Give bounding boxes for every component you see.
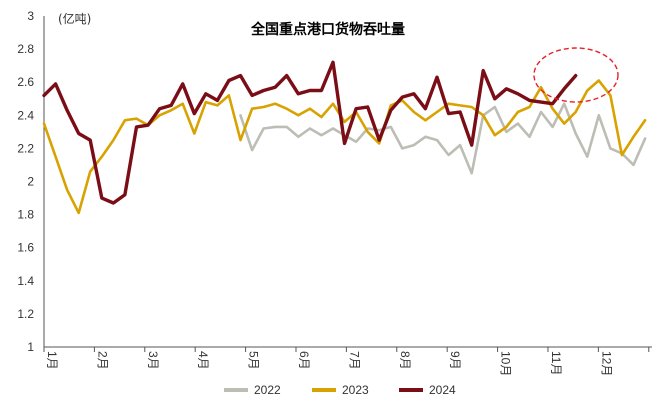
x-tick-label: 2月 bbox=[95, 351, 109, 370]
y-tick-label: 1.2 bbox=[17, 307, 34, 321]
y-tick-label: 1.8 bbox=[17, 208, 34, 222]
x-tick-label: 3月 bbox=[146, 351, 160, 370]
legend-label-2024: 2024 bbox=[429, 383, 456, 397]
series-line-2022 bbox=[239, 102, 647, 175]
y-tick-label: 2.8 bbox=[17, 42, 34, 56]
x-tick-label: 12月 bbox=[599, 351, 613, 376]
legend-label-2023: 2023 bbox=[342, 383, 369, 397]
legend-label-2022: 2022 bbox=[254, 383, 281, 397]
x-tick-label: 8月 bbox=[398, 351, 412, 370]
x-tick-label: 5月 bbox=[247, 351, 261, 370]
x-tick-label: 9月 bbox=[448, 351, 462, 370]
x-tick-label: 11月 bbox=[549, 351, 563, 375]
y-tick-label: 1 bbox=[27, 340, 34, 354]
y-tick-label: 3 bbox=[27, 9, 34, 23]
y-axis-unit-label: (亿吨) bbox=[58, 11, 91, 26]
y-tick-label: 1.4 bbox=[17, 274, 34, 288]
y-tick-label: 2.2 bbox=[17, 141, 34, 155]
y-tick-label: 1.6 bbox=[17, 241, 34, 255]
x-tick-label: 10月 bbox=[499, 351, 513, 376]
y-tick-label: 2 bbox=[27, 175, 34, 189]
x-tick-label: 6月 bbox=[297, 351, 311, 370]
x-axis: 1月 2月 3月 4月 5月 6月 7月 8月 9月 10月 11月 12月 bbox=[43, 346, 652, 376]
x-tick-label: 7月 bbox=[347, 351, 361, 370]
x-tick-label: 4月 bbox=[196, 351, 210, 370]
y-tick-label: 2.6 bbox=[17, 75, 34, 89]
series-line-2023 bbox=[42, 79, 647, 215]
chart-title: 全国重点港口货物吞吐量 bbox=[250, 21, 405, 38]
y-axis: 1 1.2 1.4 1.6 1.8 2 2.2 2.4 2.6 2.8 3 bbox=[17, 9, 45, 354]
y-tick-label: 2.4 bbox=[17, 108, 34, 122]
highlight-ellipse bbox=[533, 47, 619, 103]
legend: 2022 2023 2024 bbox=[224, 383, 456, 397]
series-lines bbox=[42, 60, 647, 215]
series-line-2024 bbox=[42, 60, 578, 205]
x-tick-label: 1月 bbox=[45, 351, 59, 370]
